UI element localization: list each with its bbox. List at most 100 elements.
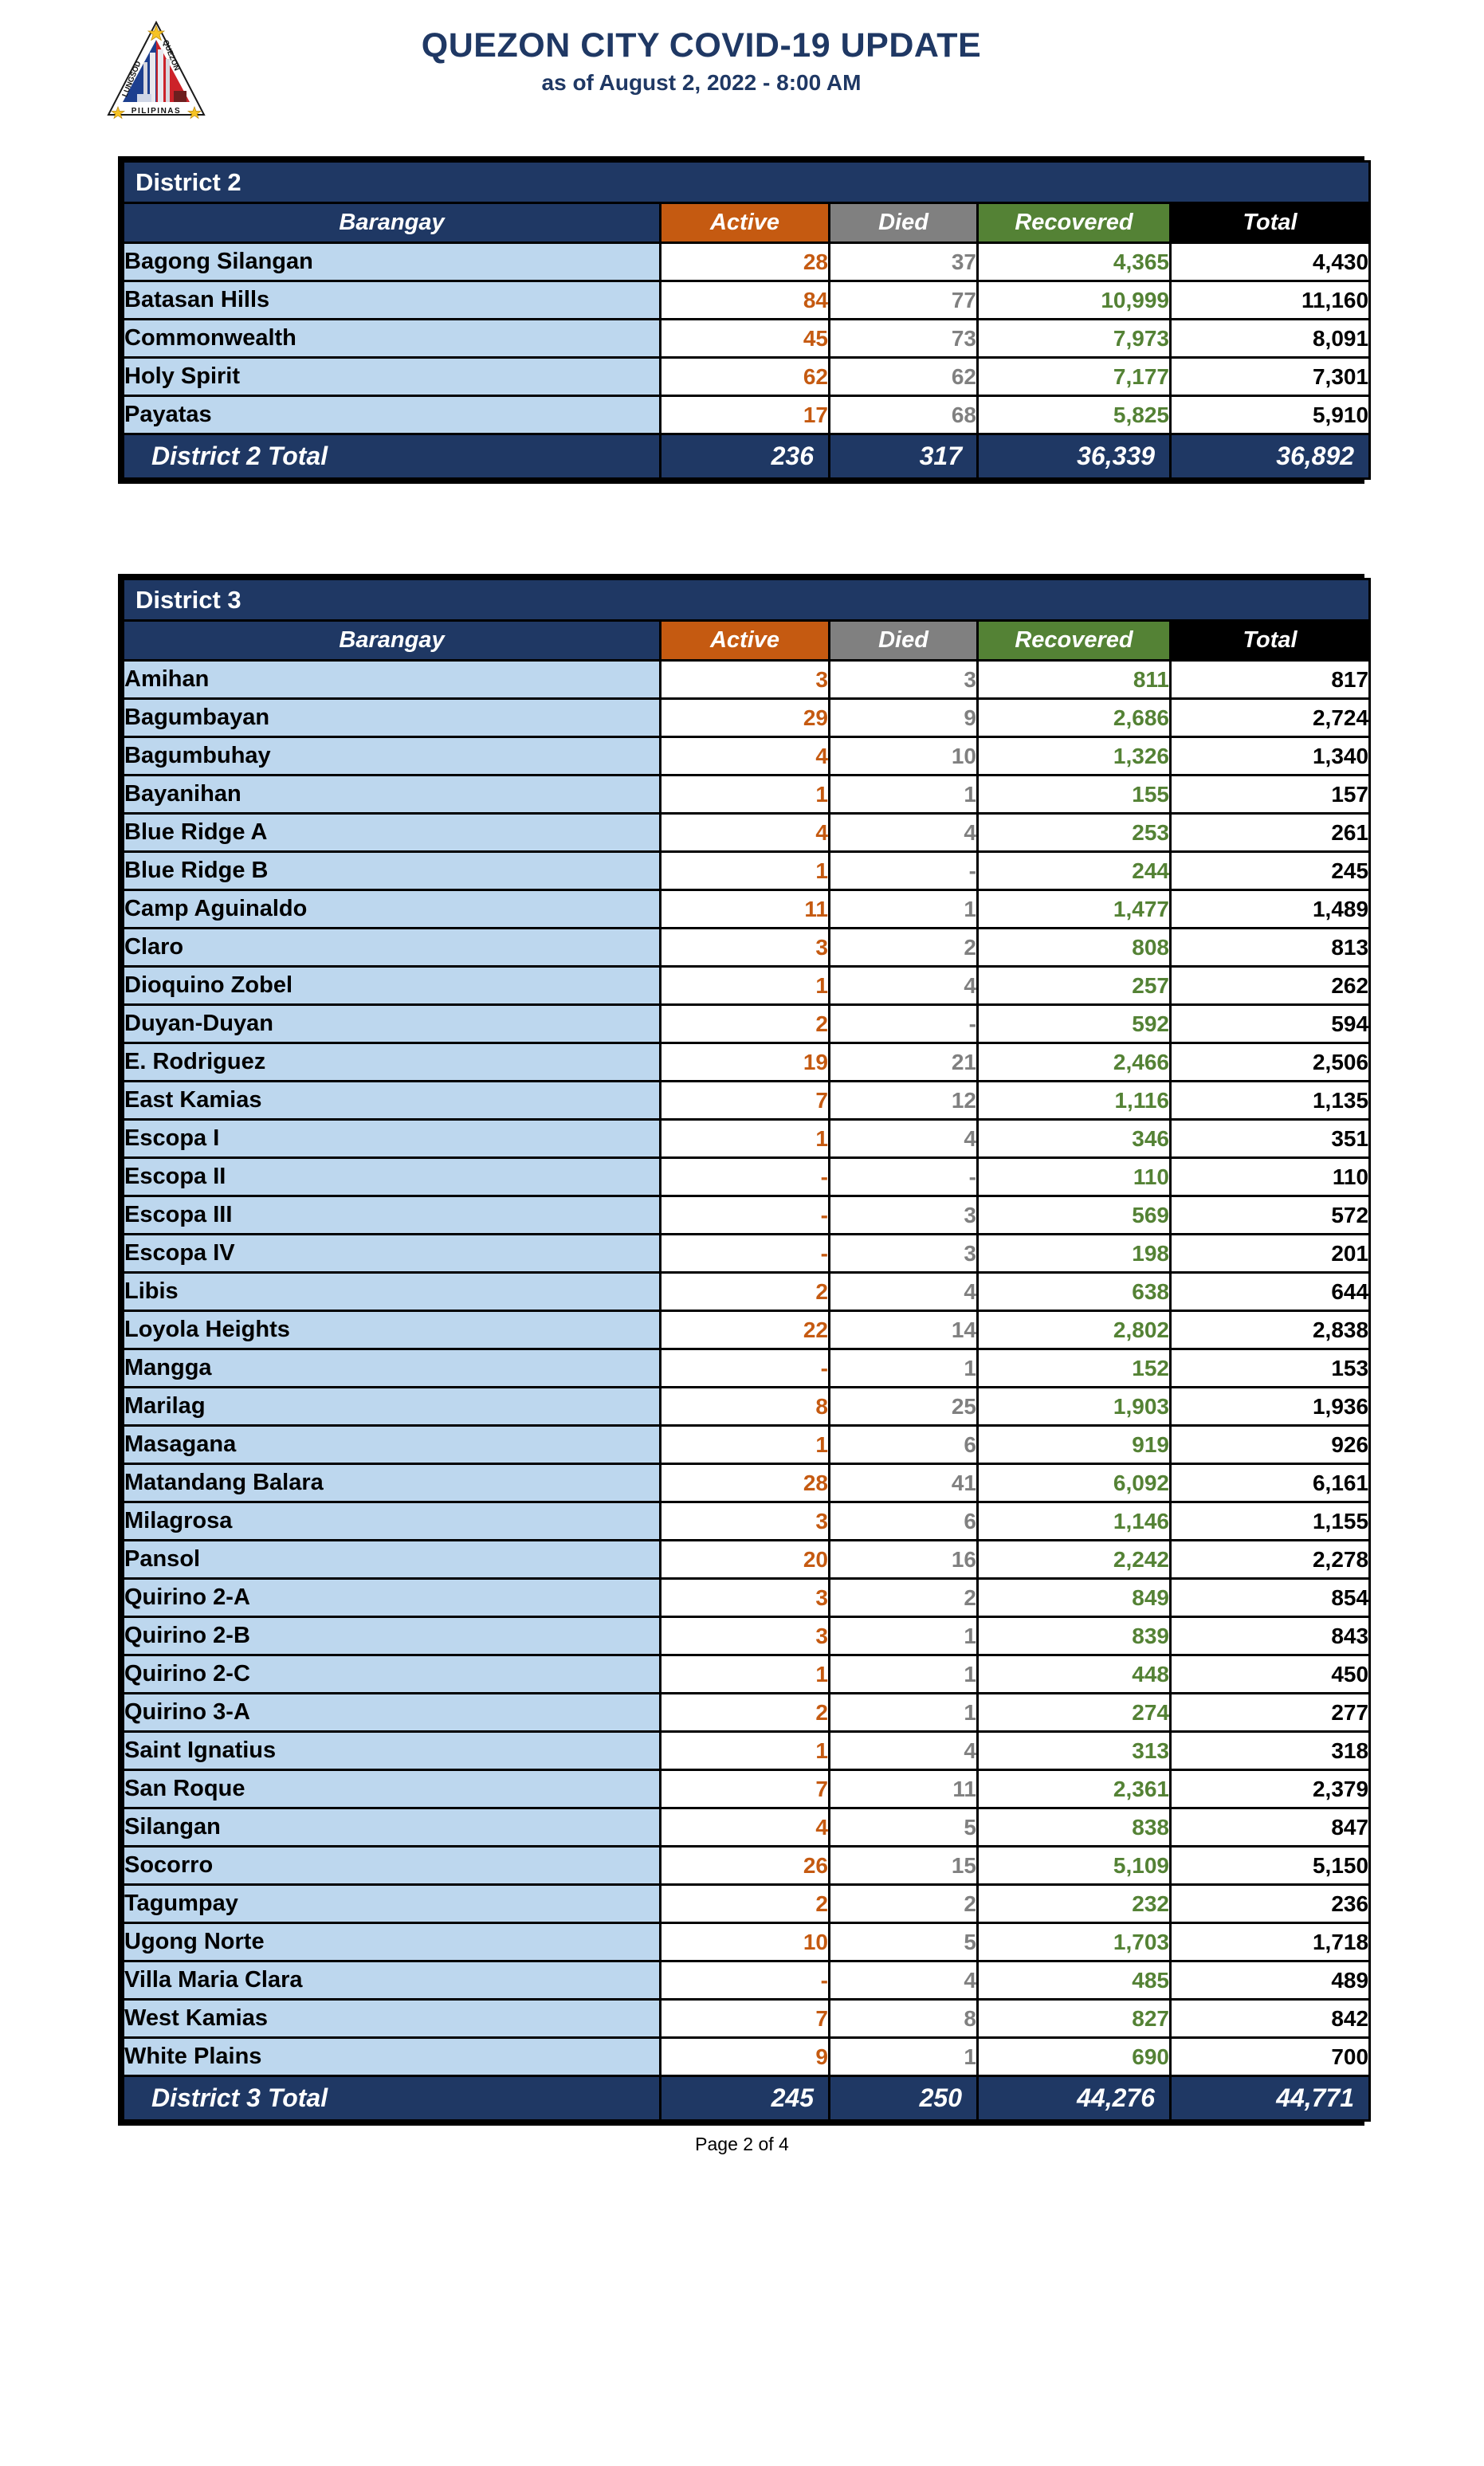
table-row: Mangga -1 152 153 (122, 1348, 1372, 1388)
total-count-cell: 2,838 (1168, 1310, 1372, 1350)
recovered-count-cell: 2,802 (976, 1310, 1172, 1350)
barangay-name-cell: Ugong Norte (122, 1922, 662, 1962)
column-header-active: Active (659, 202, 830, 244)
page-footer: Page 2 of 4 (0, 2134, 1484, 2155)
barangay-name-cell: Bagumbuhay (122, 736, 662, 776)
barangay-name-cell: Commonwealth (122, 318, 662, 359)
table-row: Ugong Norte 10 5 1,703 1,718 (122, 1922, 1372, 1962)
table-row: Payatas 17 68 5,825 5,910 (122, 395, 1372, 435)
active-count-cell: 28 (659, 241, 830, 282)
died-count-cell: 4 (828, 812, 979, 853)
district-total-label: District 3 Total (122, 2075, 662, 2122)
recovered-count-cell: 244 (976, 850, 1172, 891)
active-count-cell: 3 (659, 1616, 830, 1656)
table-row: Matandang Balara 28 41 6,092 6,161 (122, 1463, 1372, 1503)
barangay-name-cell: Bagumbayan (122, 697, 662, 738)
total-count-cell: 854 (1168, 1577, 1372, 1618)
barangay-name-cell: Escopa II (122, 1156, 662, 1197)
total-count-cell: 813 (1168, 927, 1372, 968)
active-count-cell: 8 (659, 1386, 830, 1427)
died-count-cell: 1 (828, 1616, 979, 1656)
quezon-city-seal-icon: PILIPINAS LUNGSOD QUEZON (105, 18, 207, 121)
died-count-cell: 3 (828, 1233, 979, 1274)
total-count-cell: 700 (1168, 2036, 1372, 2077)
active-count-cell: 10 (659, 1922, 830, 1962)
total-count-cell: 7,301 (1168, 356, 1372, 397)
column-header-recovered: Recovered (976, 619, 1172, 662)
table-row: Bagumbuhay 4 10 1,326 1,340 (122, 736, 1372, 776)
total-count-cell: 2,506 (1168, 1042, 1372, 1082)
died-count-cell: 10 (828, 736, 979, 776)
table-row: Claro 3 2 808 813 (122, 927, 1372, 968)
total-count-cell: 1,936 (1168, 1386, 1372, 1427)
recovered-count-cell: 1,326 (976, 736, 1172, 776)
recovered-count-cell: 569 (976, 1195, 1172, 1235)
active-count-cell: 29 (659, 697, 830, 738)
died-count-cell: 3 (828, 1195, 979, 1235)
total-count-cell: 157 (1168, 774, 1372, 815)
active-count-cell: 3 (659, 1577, 830, 1618)
barangay-name-cell: Blue Ridge B (122, 850, 662, 891)
died-count-cell: 37 (828, 241, 979, 282)
table-row: White Plains 9 1 690 700 (122, 2036, 1372, 2077)
died-count-cell: 41 (828, 1463, 979, 1503)
died-count-cell: 15 (828, 1845, 979, 1886)
district-total-died: 317 (828, 433, 979, 480)
page-subtitle: as of August 2, 2022 - 8:00 AM (541, 70, 862, 96)
recovered-count-cell: 253 (976, 812, 1172, 853)
active-count-cell: 7 (659, 1998, 830, 2039)
column-header-active: Active (659, 619, 830, 662)
recovered-count-cell: 313 (976, 1730, 1172, 1771)
table-row: Holy Spirit 62 62 7,177 7,301 (122, 356, 1372, 397)
active-count-cell: 11 (659, 889, 830, 929)
active-count-cell: 4 (659, 812, 830, 853)
table-row: Escopa I 1 4 346 351 (122, 1118, 1372, 1159)
active-count-cell: 3 (659, 659, 830, 700)
active-count-cell: 45 (659, 318, 830, 359)
recovered-count-cell: 1,703 (976, 1922, 1172, 1962)
active-count-cell: 4 (659, 736, 830, 776)
total-count-cell: 1,340 (1168, 736, 1372, 776)
active-count-cell: 9 (659, 2036, 830, 2077)
table-row: Amihan 3 3 811 817 (122, 659, 1372, 700)
barangay-name-cell: Quirino 2-B (122, 1616, 662, 1656)
active-count-cell: - (659, 1233, 830, 1274)
column-header-died: Died (828, 202, 979, 244)
recovered-count-cell: 5,825 (976, 395, 1172, 435)
barangay-name-cell: Quirino 2-C (122, 1654, 662, 1694)
column-header-barangay: Barangay (122, 202, 662, 244)
died-count-cell: 6 (828, 1501, 979, 1541)
died-count-cell: 2 (828, 1577, 979, 1618)
recovered-count-cell: 919 (976, 1424, 1172, 1465)
district-banner-row: District 2 (121, 160, 1372, 204)
table-row: Masagana 1 6 919 926 (122, 1424, 1372, 1465)
table-row: Marilag 8 25 1,903 1,936 (122, 1386, 1372, 1427)
recovered-count-cell: 838 (976, 1807, 1172, 1848)
total-count-cell: 4,430 (1168, 241, 1372, 282)
district-label: District 2 (121, 160, 1372, 204)
died-count-cell: 6 (828, 1424, 979, 1465)
recovered-count-cell: 1,116 (976, 1080, 1172, 1121)
total-count-cell: 11,160 (1168, 280, 1372, 320)
total-count-cell: 153 (1168, 1348, 1372, 1388)
table-row: Bagumbayan 29 9 2,686 2,724 (122, 697, 1372, 738)
barangay-name-cell: Libis (122, 1271, 662, 1312)
active-count-cell: 7 (659, 1769, 830, 1809)
total-count-cell: 5,150 (1168, 1845, 1372, 1886)
active-count-cell: 22 (659, 1310, 830, 1350)
recovered-count-cell: 232 (976, 1883, 1172, 1924)
active-count-cell: - (659, 1960, 830, 2001)
district-banner-row: District 3 (121, 578, 1372, 622)
died-count-cell: - (828, 1003, 979, 1044)
recovered-count-cell: 152 (976, 1348, 1172, 1388)
recovered-count-cell: 274 (976, 1692, 1172, 1733)
recovered-count-cell: 690 (976, 2036, 1172, 2077)
barangay-name-cell: East Kamias (122, 1080, 662, 1121)
died-count-cell: 4 (828, 965, 979, 1006)
table-row: Quirino 2-A 3 2 849 854 (122, 1577, 1372, 1618)
barangay-name-cell: Villa Maria Clara (122, 1960, 662, 2001)
recovered-count-cell: 1,477 (976, 889, 1172, 929)
barangay-name-cell: Duyan-Duyan (122, 1003, 662, 1044)
total-count-cell: 262 (1168, 965, 1372, 1006)
